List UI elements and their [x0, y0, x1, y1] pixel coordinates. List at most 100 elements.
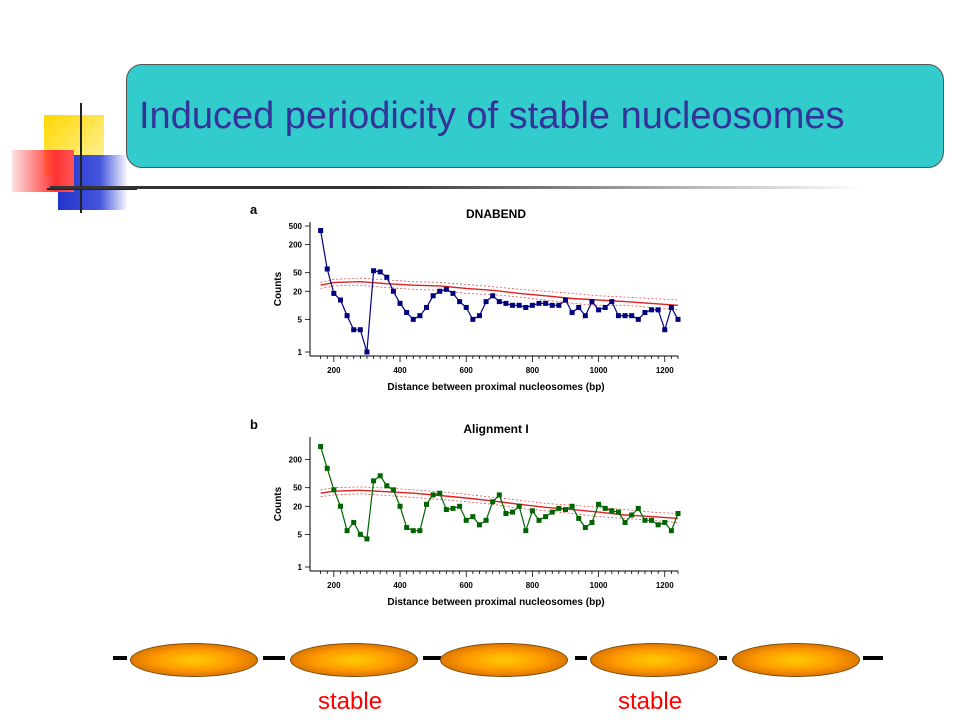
data-point: [649, 307, 655, 313]
data-point: [404, 525, 410, 531]
data-point: [390, 288, 396, 294]
data-point: [470, 316, 476, 322]
data-point: [503, 300, 509, 306]
data-point: [543, 300, 549, 306]
data-point: [556, 302, 562, 308]
data-point: [556, 505, 562, 511]
data-point: [437, 490, 443, 496]
data-point: [622, 313, 628, 319]
data-point: [457, 299, 463, 305]
data-point: [668, 528, 674, 534]
dna-linker: [113, 656, 127, 660]
data-point: [675, 316, 681, 322]
data-point: [490, 499, 496, 505]
data-point: [450, 505, 456, 511]
lower-band-line: [320, 284, 679, 311]
decor-vertical-line: [80, 103, 82, 213]
x-tick-label: 800: [526, 581, 540, 590]
data-point: [384, 274, 390, 280]
data-point: [602, 304, 608, 310]
data-point: [450, 290, 456, 296]
x-tick-label: 400: [393, 581, 407, 590]
title-rule: [50, 186, 865, 189]
data-point: [371, 478, 377, 484]
data-point: [463, 304, 469, 310]
chart-title: Alignment I: [463, 422, 528, 436]
y-tick-label: 20: [293, 287, 302, 296]
data-point: [536, 300, 542, 306]
data-point: [476, 313, 482, 319]
data-point: [470, 514, 476, 520]
data-point: [430, 492, 436, 498]
x-tick-label: 200: [327, 581, 341, 590]
data-point: [536, 517, 542, 523]
data-point: [516, 503, 522, 509]
nucleosome: [130, 643, 258, 677]
data-point: [357, 531, 363, 537]
stable-label: stable: [618, 688, 683, 715]
data-point: [655, 522, 661, 528]
data-point: [589, 519, 595, 525]
y-tick-label: 200: [289, 456, 303, 465]
x-tick-label: 200: [327, 366, 341, 375]
data-point: [523, 304, 529, 310]
nucleosome: [290, 643, 418, 677]
x-tick-label: 600: [460, 366, 474, 375]
data-point: [503, 510, 509, 516]
data-point: [377, 473, 383, 479]
data-point: [417, 528, 423, 534]
data-point: [390, 487, 396, 493]
y-tick-label: 50: [293, 269, 302, 278]
data-point: [364, 349, 370, 355]
x-tick-label: 1200: [656, 366, 674, 375]
data-point: [609, 299, 615, 305]
data-point: [549, 509, 555, 515]
data-point: [443, 507, 449, 513]
data-point: [410, 528, 416, 534]
data-point: [417, 313, 423, 319]
data-point: [562, 297, 568, 303]
data-point: [629, 313, 635, 319]
data-point: [655, 307, 661, 313]
y-tick-label: 1: [298, 563, 303, 572]
x-tick-label: 1200: [656, 581, 674, 590]
data-point: [635, 505, 641, 511]
data-point: [384, 483, 390, 489]
lower-band-line: [320, 493, 679, 523]
data-point: [662, 519, 668, 525]
data-point: [476, 522, 482, 528]
data-point: [589, 299, 595, 305]
figure: a DNABEND 200 400 600 800 1000 1200 1 5 20 50 200 500…: [240, 190, 710, 620]
data-point: [635, 316, 641, 322]
y-tick-label: 1: [298, 348, 303, 357]
dna-linker: [719, 656, 727, 660]
data-point: [496, 492, 502, 498]
data-point: [642, 310, 648, 316]
x-tick-label: 1000: [590, 581, 608, 590]
data-point: [483, 299, 489, 305]
chart-panel-b: b Alignment I 200 400 600 800 1000 1200 1 5 20 50 20…: [250, 417, 681, 608]
data-point: [543, 514, 549, 520]
data-point: [569, 310, 575, 316]
data-point: [569, 503, 575, 509]
data-point: [549, 302, 555, 308]
data-point: [344, 528, 350, 534]
y-tick-label: 20: [293, 502, 302, 511]
stable-label: stable: [318, 688, 383, 715]
chart-title: DNABEND: [466, 207, 526, 221]
decor-horizontal-line: [47, 188, 137, 190]
data-point: [615, 509, 621, 515]
data-point: [582, 313, 588, 319]
data-point: [397, 503, 403, 509]
data-point: [331, 487, 337, 493]
nucleosome: [440, 643, 568, 677]
data-point: [516, 302, 522, 308]
data-point: [596, 307, 602, 313]
panel-letter: b: [250, 417, 258, 432]
data-point: [337, 503, 343, 509]
data-point: [529, 508, 535, 514]
data-point: [430, 293, 436, 299]
y-tick-label: 500: [289, 222, 303, 231]
data-point: [523, 528, 529, 534]
data-point: [364, 536, 370, 542]
